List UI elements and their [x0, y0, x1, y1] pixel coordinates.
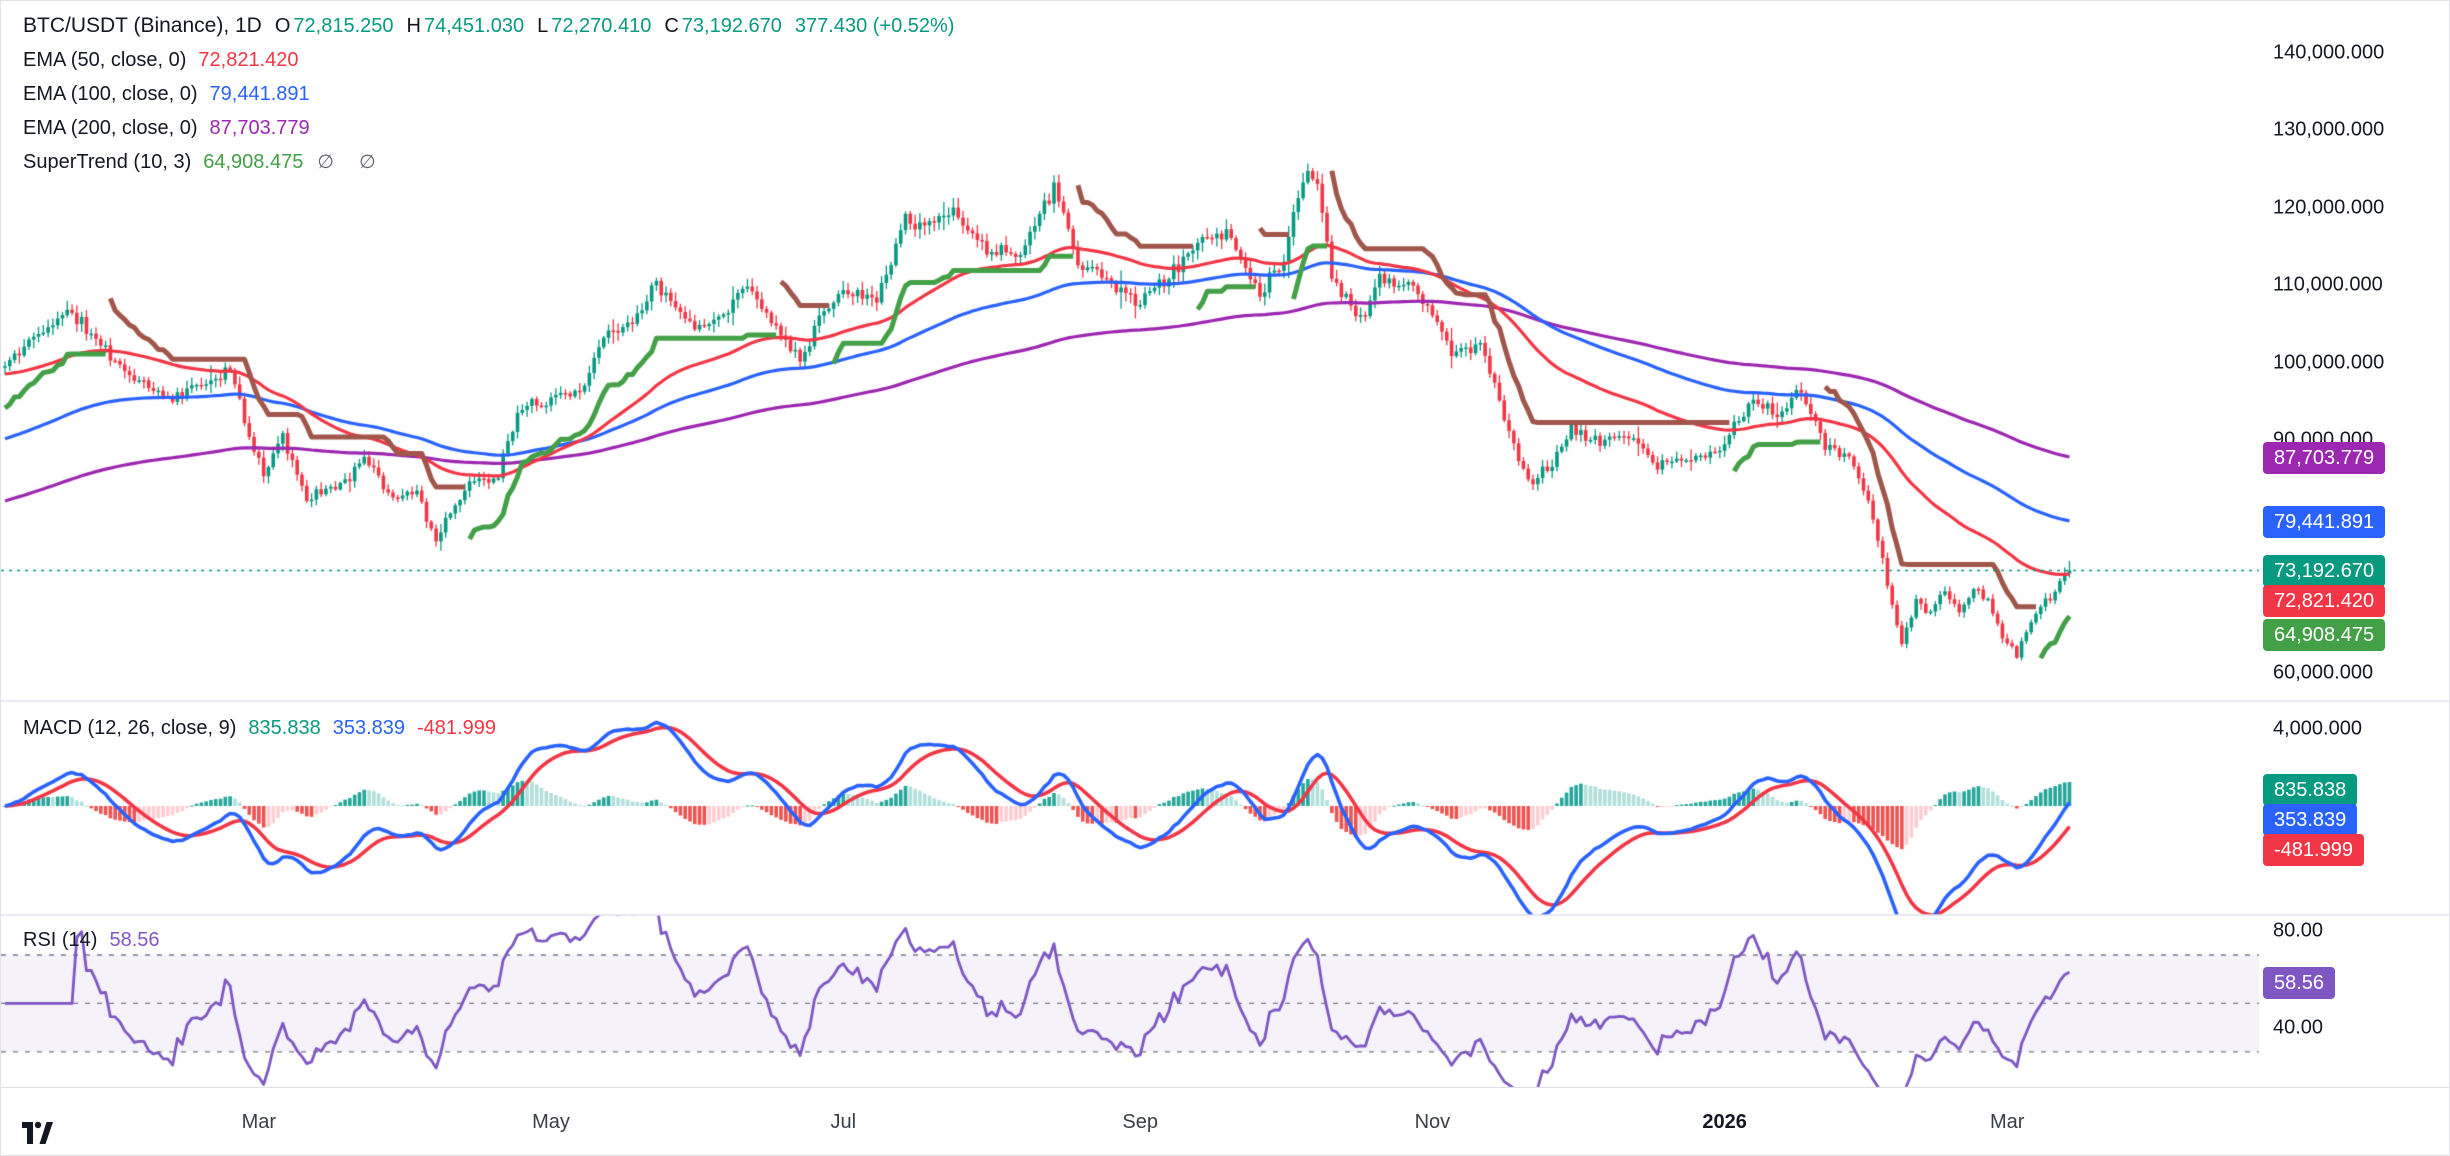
indicator-row-ema200[interactable]: EMA (200, close, 0) 87,703.779 [23, 111, 954, 145]
indicator-row-ema50[interactable]: EMA (50, close, 0) 72,821.420 [23, 43, 954, 77]
symbol-title-row[interactable]: BTC/USDT (Binance), 1D O 72,815.250 H 74… [23, 9, 954, 43]
time-axis-label: Jul [830, 1111, 857, 1133]
supertrend-empty-icons: ∅ ∅ [317, 151, 386, 173]
rsi-legend[interactable]: RSI (14) 58.56 [23, 923, 160, 957]
ema100-value: 79,441.891 [209, 82, 310, 105]
time-axis-label: Mar [1989, 1111, 2025, 1133]
ema50-value: 72,821.420 [198, 48, 299, 71]
change-value: 377.430 (+0.52%) [794, 14, 955, 37]
low-value: 72,270.410 [551, 14, 652, 37]
time-axis-label: May [532, 1111, 570, 1133]
ema200-label: EMA (200, close, 0) [23, 116, 198, 139]
low-label: L [537, 14, 549, 37]
open-value: 72,815.250 [293, 14, 394, 37]
price-axis[interactable] [2259, 1, 2449, 1087]
symbol-title: BTC/USDT (Binance), 1D [23, 14, 262, 37]
time-axis-label: 2026 [1702, 1111, 1747, 1133]
close-label: C [664, 14, 679, 37]
ema200-value: 87,703.779 [209, 116, 310, 139]
macd-label: MACD (12, 26, close, 9) [23, 716, 237, 739]
supertrend-label: SuperTrend (10, 3) [23, 150, 192, 173]
time-axis-label: Nov [1414, 1111, 1451, 1133]
macd-legend[interactable]: MACD (12, 26, close, 9) 835.838 353.839 … [23, 711, 496, 745]
ema100-label: EMA (100, close, 0) [23, 82, 198, 105]
macd-hist-value: 835.838 [248, 716, 321, 739]
high-label: H [406, 14, 421, 37]
open-label: O [274, 14, 291, 37]
macd-line-value: 353.839 [332, 716, 406, 739]
indicator-row-supertrend[interactable]: SuperTrend (10, 3) 64,908.475 ∅ ∅ [23, 145, 954, 179]
close-value: 73,192.670 [681, 14, 782, 37]
ema50-label: EMA (50, close, 0) [23, 48, 187, 71]
rsi-value: 58.56 [109, 928, 160, 951]
tradingview-logo [22, 1121, 53, 1144]
main-legend: BTC/USDT (Binance), 1D O 72,815.250 H 74… [23, 9, 954, 179]
macd-signal-value: -481.999 [417, 716, 496, 739]
time-axis-label: Sep [1122, 1111, 1159, 1133]
supertrend-value: 64,908.475 [203, 150, 304, 173]
time-axis-label: Mar [241, 1111, 277, 1133]
rsi-label: RSI (14) [23, 928, 98, 951]
high-value: 74,451.030 [423, 14, 525, 37]
indicator-row-ema100[interactable]: EMA (100, close, 0) 79,441.891 [23, 77, 954, 111]
time-axis[interactable]: Mar May Jul Sep Nov 2026 Mar [1, 1087, 2449, 1155]
